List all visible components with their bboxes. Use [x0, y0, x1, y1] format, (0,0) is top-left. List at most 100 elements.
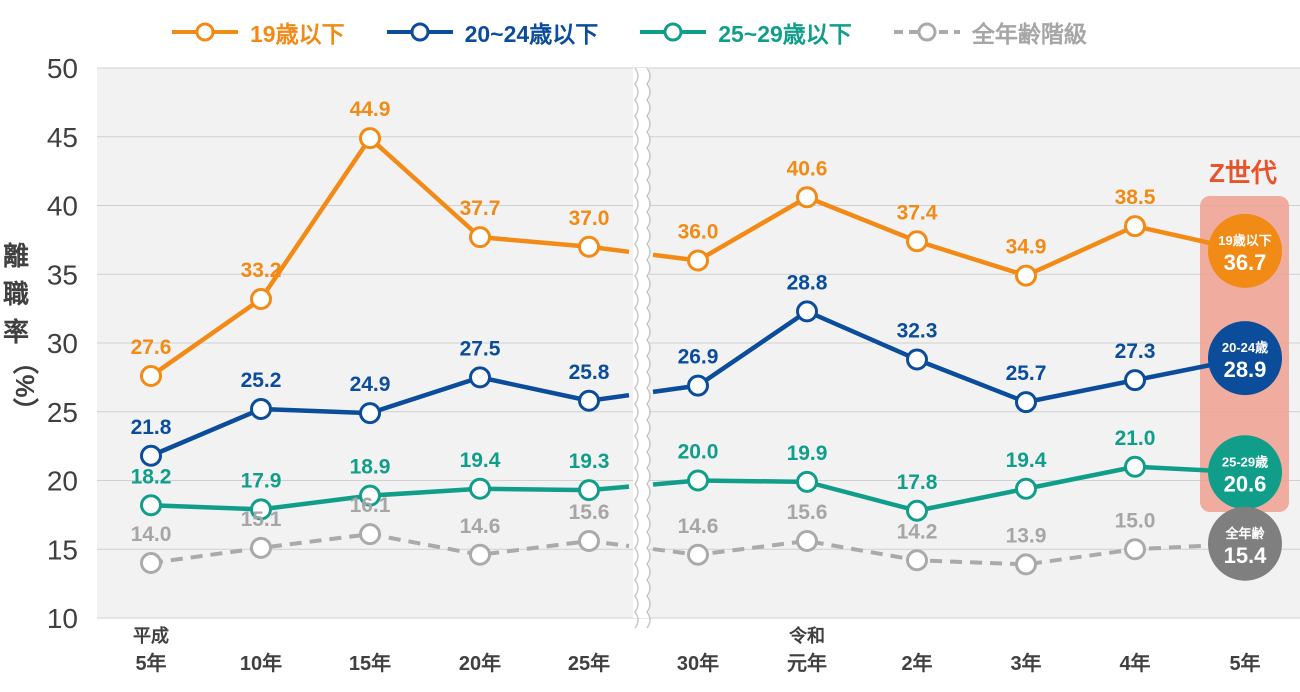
- data-label: 25.8: [569, 361, 610, 384]
- data-point: [1124, 215, 1146, 238]
- end-badge: [1208, 213, 1282, 288]
- axis-break-line-right: [646, 67, 651, 629]
- legend-item-all: 全年齢階級: [892, 15, 1087, 49]
- legend-marker-20-24: [386, 22, 453, 42]
- series-4: 14.0 15.1 16.1 14.6 15.6 14.6 15.6 14.2 13.9 15.0…: [131, 494, 1282, 581]
- legend-marker-25-29: [640, 22, 707, 42]
- data-point: [578, 389, 600, 412]
- data-label: 34.9: [1006, 236, 1047, 259]
- data-label: 24.9: [350, 373, 391, 396]
- data-label: 37.7: [460, 197, 501, 220]
- legend-item-20-24: 20~24歳以下: [385, 15, 599, 49]
- x-tick-label-era: 令和: [788, 625, 825, 646]
- x-tick-label: 15年: [349, 651, 391, 675]
- data-label: 32.3: [897, 320, 938, 343]
- y-tick-label: 15: [47, 534, 78, 565]
- data-label: 37.0: [569, 207, 610, 230]
- data-point: [359, 484, 381, 507]
- x-tick-label: 10年: [240, 651, 282, 675]
- data-label: 16.1: [350, 494, 391, 517]
- end-badge-title: 25-29歳: [1222, 454, 1268, 469]
- legend-label-20-24: 20~24歳以下: [464, 21, 599, 47]
- data-point: [250, 536, 272, 559]
- data-point: [906, 230, 928, 253]
- x-tick-label-era: 平成: [133, 625, 169, 646]
- data-label: 15.6: [787, 501, 828, 524]
- data-label: 19.3: [569, 450, 610, 473]
- data-point: [906, 549, 928, 572]
- data-label: 15.6: [569, 501, 610, 524]
- data-point: [796, 300, 818, 323]
- data-label: 14.0: [131, 523, 172, 546]
- data-label: 44.9: [350, 98, 391, 121]
- y-tick-label: 50: [47, 53, 78, 84]
- series-2: 21.8 25.2 24.9 27.5 25.8 26.9 28.8 32.3 25.7 27.3…: [131, 271, 1282, 467]
- y-tick-label: 35: [47, 259, 78, 290]
- data-label: 15.0: [1115, 509, 1156, 532]
- data-point: [1015, 553, 1037, 576]
- end-badge: [1208, 506, 1282, 581]
- y-tick-label: 20: [47, 466, 78, 497]
- data-label: 17.8: [897, 471, 938, 494]
- data-label: 19.4: [460, 449, 501, 472]
- legend-marker-all: [893, 22, 960, 42]
- x-tick-label: 5年: [1229, 651, 1260, 675]
- data-label: 26.9: [678, 346, 719, 369]
- legend-item-19: 19歳以下: [170, 15, 345, 49]
- data-point: [687, 374, 709, 397]
- data-label: 19.9: [787, 442, 828, 465]
- y-axis-label-char: 職: [3, 279, 29, 309]
- end-badge-title: 19歳以下: [1218, 233, 1271, 248]
- legend: 19歳以下 20~24歳以下 25~29歳以下 全年齢階級: [170, 14, 1087, 50]
- data-label: 19.4: [1006, 449, 1047, 472]
- data-point: [359, 402, 381, 425]
- data-point: [469, 477, 491, 500]
- data-point: [906, 348, 928, 371]
- legend-marker-19: [172, 22, 238, 42]
- data-point: [578, 479, 600, 502]
- data-point: [140, 552, 162, 574]
- end-badge-value: 36.7: [1224, 250, 1267, 275]
- data-point: [687, 249, 709, 272]
- data-label: 21.8: [131, 416, 172, 439]
- data-point: [250, 288, 272, 310]
- end-badge-value: 20.6: [1224, 471, 1267, 496]
- data-point: [578, 530, 600, 552]
- data-label: 25.7: [1006, 362, 1047, 385]
- end-badge-value: 28.9: [1224, 357, 1267, 382]
- x-tick-label: 30年: [677, 651, 719, 675]
- data-point: [687, 469, 709, 492]
- data-point: [1015, 477, 1037, 500]
- data-label: 18.9: [350, 456, 391, 479]
- end-badge-title: 20-24歳: [1222, 340, 1268, 355]
- x-tick-label: 2年: [901, 651, 932, 675]
- data-label: 18.2: [131, 465, 172, 488]
- axis-break-line-left: [634, 67, 639, 629]
- data-point: [250, 498, 272, 521]
- data-label: 28.8: [787, 271, 828, 294]
- end-badge-value: 15.4: [1224, 543, 1268, 568]
- data-label: 14.2: [897, 520, 938, 543]
- data-point: [1124, 455, 1146, 478]
- y-axis-label-unit: （%）: [10, 348, 40, 423]
- data-point: [796, 470, 818, 493]
- y-tick-label: 45: [47, 122, 78, 153]
- legend-label-19: 19歳以下: [250, 21, 345, 47]
- data-label: 40.6: [787, 157, 828, 180]
- data-label: 37.4: [897, 201, 938, 224]
- data-point: [578, 235, 600, 258]
- x-tick-label: 3年: [1010, 651, 1041, 675]
- data-point: [796, 186, 818, 209]
- data-label: 14.6: [678, 515, 719, 538]
- y-axis-label-char: 率: [3, 317, 29, 347]
- x-tick-label: 元年: [787, 651, 827, 675]
- data-point: [359, 523, 381, 546]
- data-label: 13.9: [1006, 524, 1047, 547]
- y-tick-label: 30: [47, 328, 78, 359]
- data-point: [1015, 391, 1037, 414]
- end-badge: [1208, 321, 1282, 396]
- data-label: 27.3: [1115, 340, 1156, 363]
- axis-break-band: [633, 68, 649, 618]
- legend-label-25-29: 25~29歳以下: [718, 21, 852, 47]
